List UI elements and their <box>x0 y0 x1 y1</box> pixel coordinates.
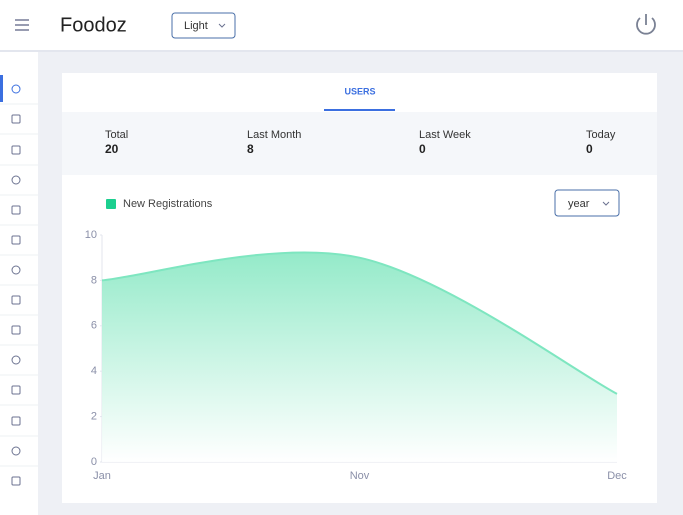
stat-label: Last Week <box>419 129 471 141</box>
sidebar-icon[interactable] <box>11 355 21 365</box>
top-bar-shadow <box>0 50 683 52</box>
y-tick-label: 0 <box>91 456 97 468</box>
chevron <box>218 23 226 28</box>
stat-label: Total <box>105 129 128 141</box>
stat-label: Last Month <box>247 129 301 141</box>
active-indicator <box>0 75 3 102</box>
area-line <box>101 251 618 395</box>
menu-button[interactable] <box>15 19 29 31</box>
sidebar-icon[interactable] <box>11 145 21 155</box>
tab-underline <box>324 109 395 111</box>
sidebar-icon[interactable] <box>11 205 21 215</box>
y-tick-label: 10 <box>85 229 97 241</box>
y-tick-label: 2 <box>91 411 97 423</box>
x-tick-label: Nov <box>350 470 370 482</box>
stat-label: Today <box>586 129 616 141</box>
sidebar-icon[interactable] <box>11 295 21 305</box>
sidebar-icon[interactable] <box>11 446 21 456</box>
theme-label: Light <box>184 20 208 32</box>
stat-value: 8 <box>247 142 254 156</box>
brand: Foodoz <box>60 14 127 36</box>
sidebar-icons <box>0 84 38 486</box>
stat-value: 20 <box>105 142 119 156</box>
sidebar-icon[interactable] <box>11 325 21 335</box>
sidebar <box>0 52 38 515</box>
sidebar-icon[interactable] <box>11 175 21 185</box>
top-bar <box>0 0 683 50</box>
sidebar-icon[interactable] <box>11 265 21 275</box>
stat-value: 0 <box>419 142 426 156</box>
range-dropdown[interactable] <box>554 189 620 217</box>
sidebar-icon[interactable] <box>11 416 21 426</box>
area <box>102 252 617 462</box>
sidebar-icon[interactable] <box>11 114 21 124</box>
sidebar-icon[interactable] <box>11 385 21 395</box>
stat-value: 0 <box>586 142 593 156</box>
x-tick-label: Jan <box>93 470 111 482</box>
sidebar-icon[interactable] <box>11 476 21 486</box>
y-tick-label: 6 <box>91 320 97 332</box>
y-tick-label: 8 <box>91 274 97 286</box>
tab[interactable]: USERS <box>344 86 375 96</box>
stats-row <box>62 112 657 175</box>
range-label: year <box>568 198 590 210</box>
chevron <box>602 201 610 206</box>
legend-label: New Registrations <box>123 198 213 210</box>
sidebar-icon[interactable] <box>11 235 21 245</box>
sidebar-icon[interactable] <box>11 84 21 94</box>
y-tick-label: 4 <box>91 365 97 377</box>
legend-swatch <box>106 199 116 209</box>
power-button[interactable] <box>636 14 656 35</box>
x-tick-label: Dec <box>607 470 627 482</box>
theme-dropdown[interactable] <box>171 12 236 39</box>
